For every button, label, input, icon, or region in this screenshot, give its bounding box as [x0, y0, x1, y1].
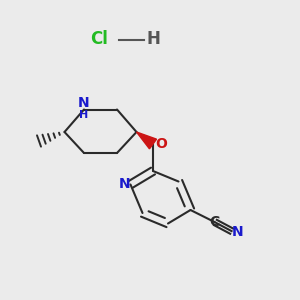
- Text: H: H: [146, 30, 160, 48]
- Text: Cl: Cl: [90, 30, 108, 48]
- Text: N: N: [232, 225, 244, 238]
- Text: O: O: [155, 137, 167, 151]
- Text: H: H: [80, 110, 88, 120]
- Polygon shape: [136, 132, 157, 149]
- Text: N: N: [78, 96, 90, 110]
- Text: N: N: [119, 178, 130, 191]
- Text: C: C: [209, 215, 220, 229]
